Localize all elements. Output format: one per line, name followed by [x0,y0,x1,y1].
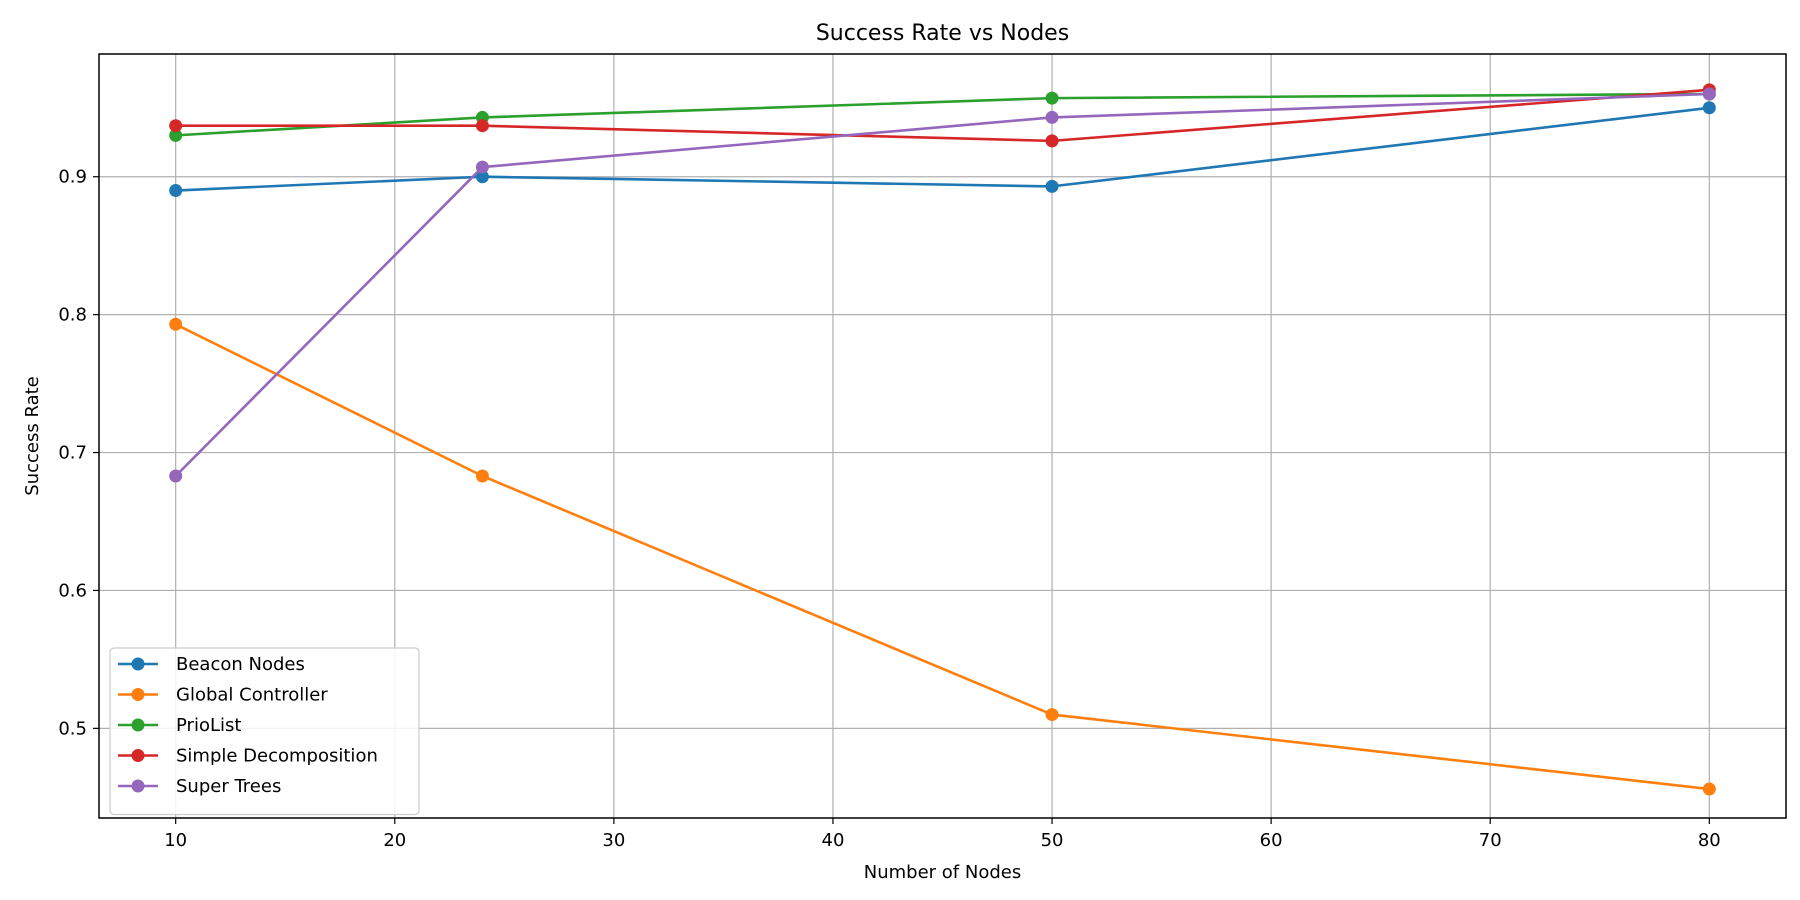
axis-ticks: 10 20 30 40 50 60 70 80 0.5 0.6 0.7 0.8 0.9 [58,167,1720,851]
legend-label: Beacon Nodes [176,654,305,675]
series-line-global-controller [175,323,1710,791]
chart-title: Success Rate vs Nodes [816,21,1069,46]
y-tick-label: 0.5 [58,718,87,739]
legend-entry-super-trees: Super Trees [118,776,281,797]
plot-frame [98,53,1787,819]
x-tick-label: 70 [1479,830,1502,851]
data-point-beacon-nodes [169,184,183,198]
legend-swatch-marker [131,657,145,671]
y-tick-label: 0.9 [58,167,87,188]
data-point-simple-decomposition [475,119,489,133]
legend-entry-priolist: PrioList [118,715,241,736]
data-point-beacon-nodes [1045,179,1059,193]
x-tick-label: 30 [602,830,625,851]
y-tick-label: 0.8 [58,305,87,326]
series-super-trees [169,87,1716,483]
data-point-beacon-nodes [1702,101,1716,115]
data-point-simple-decomposition [1045,134,1059,148]
x-tick-label: 60 [1260,830,1283,851]
legend-entry-simple-decomposition: Simple Decomposition [118,746,378,767]
x-tick-label: 80 [1698,830,1721,851]
data-point-super-trees [169,469,183,483]
x-tick-label: 20 [383,830,406,851]
data-point-beacon-nodes [475,170,489,184]
x-tick-label: 40 [822,830,845,851]
legend-label: PrioList [176,715,241,736]
data-point-global-controller [475,469,489,483]
series-line-beacon-nodes [175,106,1710,192]
legend-label: Super Trees [176,776,281,797]
data-point-simple-decomposition [169,119,183,133]
legend-label: Simple Decomposition [176,746,378,767]
series-layer [169,83,1716,796]
legend: Beacon Nodes Global Controller PrioList Sim… [109,647,420,816]
y-tick-label: 0.6 [58,580,87,601]
data-point-priolist [169,128,183,142]
legend-box [109,647,420,816]
x-tick-label: 10 [164,830,187,851]
series-global-controller [169,317,1716,796]
legend-entry-global-controller: Global Controller [118,685,328,706]
data-point-global-controller [169,317,183,331]
data-point-super-trees [475,160,489,174]
data-point-global-controller [1702,782,1716,796]
y-tick-label: 0.7 [58,443,87,464]
legend-swatch-marker [131,749,145,762]
legend-swatch-marker [131,718,145,732]
x-tick-label: 50 [1041,830,1064,851]
series-beacon-nodes [169,101,1716,198]
data-point-priolist [1045,91,1059,105]
x-axis-label: Number of Nodes [864,862,1021,883]
legend-swatch-marker [131,779,145,793]
legend-entry-beacon-nodes: Beacon Nodes [118,654,305,675]
data-point-global-controller [1045,708,1059,722]
legend-label: Global Controller [176,685,328,706]
data-point-super-trees [1702,87,1716,101]
legend-swatch-marker [131,688,145,701]
series-line-simple-decomposition [175,88,1710,143]
data-point-super-trees [1045,110,1059,124]
y-axis-label: Success Rate [22,376,43,495]
series-line-super-trees [174,92,1710,477]
